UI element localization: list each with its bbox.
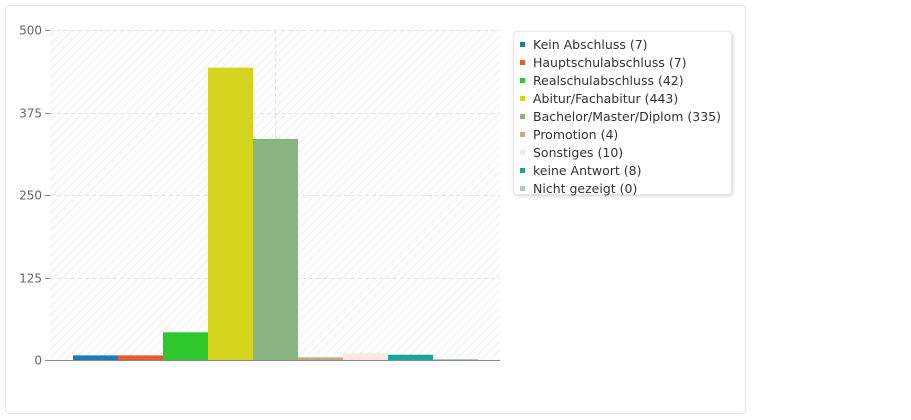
bars — [73, 67, 478, 361]
legend-swatch — [520, 185, 525, 191]
bar-abitur-fachabitur[interactable] — [208, 67, 253, 361]
legend-item[interactable]: Promotion (4) — [520, 125, 731, 143]
legend-label: Hauptschulabschluss (7) — [533, 54, 687, 70]
bar-realschulabschluss[interactable] — [163, 332, 208, 360]
legend-label: Realschulabschluss (42) — [533, 72, 684, 88]
legend-label: keine Antwort (8) — [533, 162, 642, 178]
y-tick-label: 500 — [19, 24, 42, 38]
legend-item[interactable]: Realschulabschluss (42) — [520, 71, 731, 89]
y-tick-label: 0 — [34, 354, 42, 368]
legend-label: Kein Abschluss (7) — [533, 36, 648, 52]
legend-label: Sonstiges (10) — [533, 144, 624, 160]
bar-nicht-gezeigt[interactable] — [433, 359, 478, 360]
bar-sonstiges[interactable] — [343, 353, 388, 360]
legend-label: Abitur/Fachabitur (443) — [533, 90, 679, 106]
legend-swatch — [520, 113, 525, 119]
legend-swatch — [520, 131, 525, 137]
bar-hauptschulabschluss[interactable] — [118, 355, 163, 360]
bar-keine-antwort[interactable] — [388, 354, 433, 360]
legend-swatch — [520, 77, 525, 83]
y-tick-label: 375 — [19, 107, 42, 121]
legend-swatch — [520, 41, 525, 47]
legend-swatch — [520, 149, 525, 155]
legend-item[interactable]: Sonstiges (10) — [520, 143, 731, 161]
legend-swatch — [520, 95, 525, 101]
legend-label: Nicht gezeigt (0) — [533, 180, 638, 196]
legend-label: Bachelor/Master/Diplom (335) — [533, 108, 722, 124]
y-tick-label: 125 — [19, 272, 42, 286]
legend-swatch — [520, 167, 525, 173]
y-axis-ticks: 500 375 250 125 0 — [19, 24, 50, 368]
legend-item[interactable]: keine Antwort (8) — [520, 161, 731, 179]
legend-label: Promotion (4) — [533, 126, 619, 142]
legend-item[interactable]: Abitur/Fachabitur (443) — [520, 89, 731, 107]
legend-item[interactable]: Nicht gezeigt (0) — [520, 179, 731, 197]
legend-item[interactable]: Hauptschulabschluss (7) — [520, 53, 731, 71]
legend-item[interactable]: Bachelor/Master/Diplom (335) — [520, 107, 731, 125]
legend-item[interactable]: Kein Abschluss (7) — [520, 35, 731, 53]
bar-kein-abschluss[interactable] — [73, 355, 118, 360]
bar-promotion[interactable] — [298, 357, 343, 360]
y-tick-label: 250 — [19, 189, 42, 203]
bar-bachelor-master-diplom[interactable] — [253, 138, 298, 360]
legend: Kein Abschluss (7) Hauptschulabschluss (7… — [513, 31, 732, 197]
legend-swatch — [520, 59, 525, 65]
